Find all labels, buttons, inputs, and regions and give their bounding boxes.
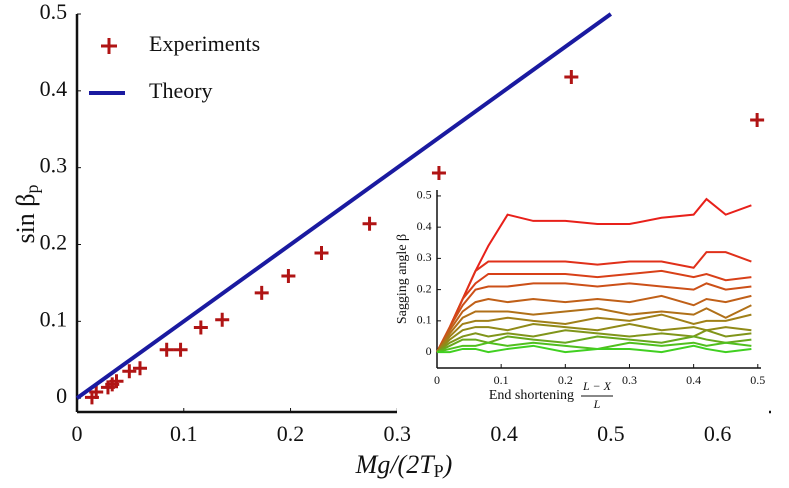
y-tick-label: 0.3 (417, 250, 432, 264)
experiment-marker (215, 312, 230, 327)
y-tick-label: 0.1 (40, 306, 68, 331)
y-tick-label: 0.3 (40, 153, 68, 178)
y-tick-label: 0.5 (417, 188, 432, 202)
y-label-main: sin β (11, 193, 40, 243)
experiment-marker (132, 361, 147, 376)
x-tick-label: 0.1 (494, 373, 509, 387)
legend-label: Theory (149, 78, 213, 103)
experiment-marker (109, 374, 124, 389)
experiment-marker (564, 70, 579, 85)
experiment-marker (173, 342, 188, 357)
x-tick-label: 0.5 (597, 421, 625, 446)
theory-line (75, 12, 613, 400)
y-tick-label: 0.4 (417, 219, 432, 233)
sag-curve (436, 304, 752, 353)
inset-x-label: End shortening (489, 388, 574, 403)
x-label-sub: P (434, 461, 444, 481)
sag-curve (436, 341, 752, 354)
experiment-marker (431, 166, 446, 181)
x-tick-label: 0.2 (558, 373, 573, 387)
x-label-end: ) (442, 450, 453, 479)
legend-label: Experiments (149, 31, 260, 56)
sag-curve (437, 344, 752, 354)
x-tick-label: 0 (434, 373, 440, 387)
y-tick-label: 0.2 (40, 230, 68, 255)
experiment-marker (254, 285, 269, 300)
legend-swatch (101, 38, 117, 54)
experiment-marker (159, 342, 174, 357)
x-tick-label: 0.5 (750, 373, 765, 387)
sag-curve (436, 251, 752, 353)
sag-curve (436, 269, 752, 353)
y-tick-label: 0.1 (417, 313, 432, 327)
x-tick-label: 0 (72, 421, 83, 446)
x-tick-label: 0.4 (686, 373, 701, 387)
x-label-main: Mg/(2T (355, 450, 436, 479)
y-tick-label: 0.5 (40, 0, 68, 24)
x-tick-label: 0.3 (384, 421, 412, 446)
y-tick-label: 0.2 (417, 281, 432, 295)
sag-curve (436, 335, 752, 353)
sag-curve (436, 329, 752, 353)
inset-x-frac-num: L − X (582, 379, 612, 393)
x-tick-label: 0.3 (622, 373, 637, 387)
sag-curve (436, 313, 752, 353)
experiment-marker (314, 245, 329, 260)
experiment-marker (193, 320, 208, 335)
x-tick-label: 0.6 (704, 421, 732, 446)
y-tick-label: 0 (56, 383, 67, 408)
y-tick-label: 0.4 (40, 76, 68, 101)
sag-curve (436, 322, 752, 353)
experiment-marker (750, 113, 765, 128)
x-axis-label: Mg/(2TP) (355, 450, 453, 481)
x-tick-label: 0.4 (490, 421, 518, 446)
experiment-marker (281, 269, 296, 284)
y-axis-label: sin βp (11, 184, 42, 243)
x-tick-label: 0.1 (170, 421, 198, 446)
experiment-marker (362, 216, 377, 231)
x-tick-label: 0.2 (277, 421, 305, 446)
sag-curve (436, 294, 752, 353)
y-tick-label: 0 (426, 344, 432, 358)
sag-curve (436, 282, 752, 353)
experiment-marker (122, 364, 137, 379)
experiment-marker (89, 385, 104, 400)
inset-y-label: Sagging angle β (395, 234, 410, 324)
inset-x-frac-den: L (593, 397, 601, 411)
y-label-sub: p (22, 184, 42, 193)
